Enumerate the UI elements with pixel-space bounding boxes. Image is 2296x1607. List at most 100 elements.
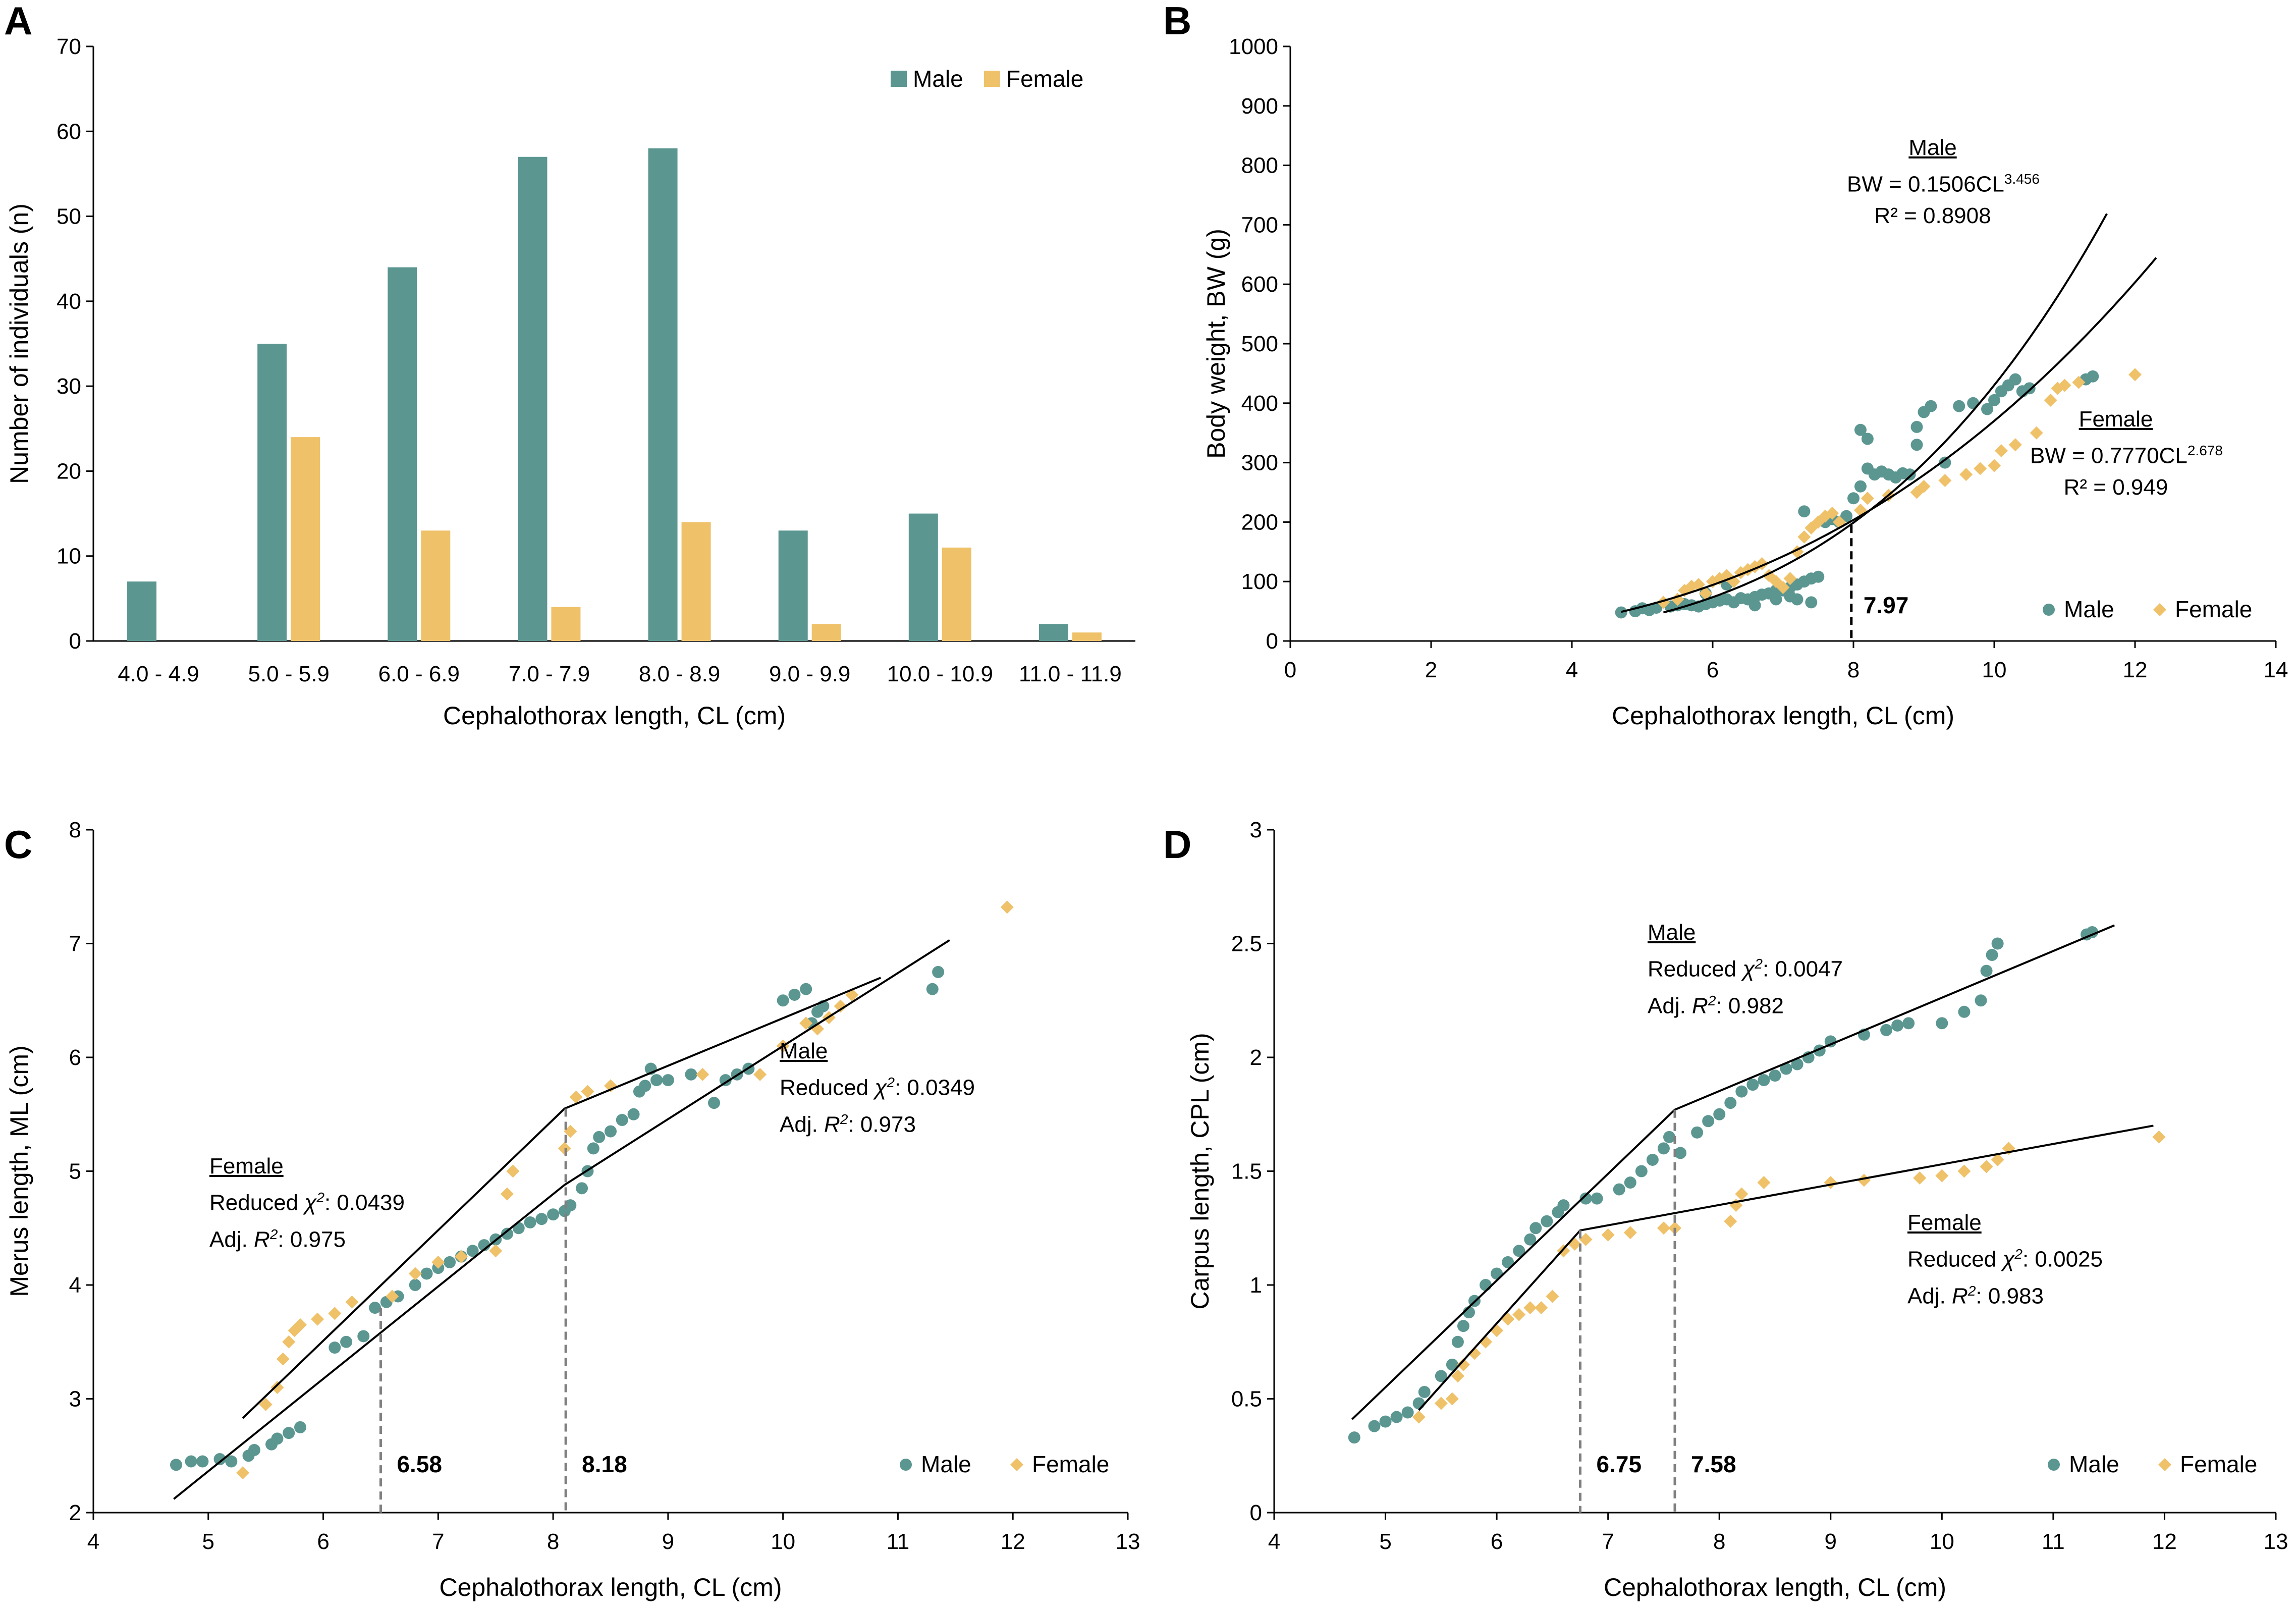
male-regression-title-d: Male [1648, 920, 1696, 945]
male-point [294, 1421, 306, 1433]
female-point [294, 1318, 307, 1331]
chart-c-legend-female-label: Female [1032, 1451, 1109, 1477]
chart-a-y-tick-label: 70 [57, 34, 81, 59]
male-regression-line [173, 939, 950, 1500]
male-point [593, 1131, 606, 1143]
female-point [1974, 462, 1987, 475]
female-point [1776, 580, 1790, 594]
female-point [569, 1090, 583, 1104]
male-point [650, 1074, 663, 1087]
female-point [564, 1124, 577, 1138]
chart-b-y-tick-label: 300 [1241, 451, 1278, 475]
female-point [454, 1250, 468, 1263]
female-chi-sup: 2 [316, 1190, 324, 1205]
male-fit-annotation: Male BW = 0.1506CL3.456 R² = 0.8908 [1847, 132, 2040, 232]
panel-label-a: A [4, 0, 33, 43]
chart-a-y-axis-title: Number of individuals (n) [5, 203, 33, 484]
female-regression-title-d: Female [1907, 1210, 1982, 1235]
chart-b-legend-male-marker [2043, 604, 2055, 616]
bar-male [257, 344, 287, 641]
chart-c-y-tick-label: 5 [69, 1159, 81, 1184]
male-fit-title: Male [1908, 135, 1957, 160]
male-point [1939, 456, 1951, 469]
female-point [1601, 1228, 1615, 1242]
male-point [196, 1455, 209, 1468]
male-point [1615, 606, 1627, 619]
chart-c-y-tick-label: 3 [69, 1387, 81, 1412]
chart-b-x-axis-title: Cephalothorax length, CL (cm) [1612, 702, 1954, 730]
male-point [1991, 937, 2004, 950]
chart-b-x-tick-label: 8 [1847, 658, 1860, 682]
male-point [627, 1108, 640, 1120]
chart-c-x-tick-label: 7 [432, 1529, 444, 1554]
male-point [926, 983, 939, 995]
female-point [1692, 578, 1706, 592]
female-point [1456, 1358, 1470, 1371]
chart-d-x-tick-label: 5 [1379, 1529, 1391, 1554]
female-point [1434, 1397, 1448, 1410]
male-point [1412, 1397, 1425, 1410]
female-r2-symbol: R [254, 1227, 270, 1252]
male-r2-symbol-d: R [1692, 993, 1708, 1019]
chart-c-legend-female-marker [1010, 1458, 1023, 1471]
scatter-chart-d: 0 0.5 1 1.5 2 2.5 3 Cephalothorax length, CL (c… [1186, 818, 2288, 1601]
male-regression-title: Male [780, 1039, 828, 1063]
chart-c-x-tick-label: 6 [317, 1529, 329, 1554]
chart-a-y-tick-label: 40 [57, 289, 81, 314]
male-fit-equation: BW = 0.1506CL [1847, 172, 2004, 197]
chart-b-x-tick-label: 12 [2123, 658, 2148, 682]
male-point [1348, 1431, 1360, 1444]
chart-c-x-axis-title: Cephalothorax length, CL (cm) [439, 1573, 782, 1601]
male-point [1401, 1406, 1414, 1419]
female-chi-prefix-d: Reduced [1907, 1247, 2003, 1272]
x-category-label: 8.0 - 8.9 [639, 662, 720, 686]
male-point [587, 1142, 599, 1155]
female-point [1490, 1324, 1504, 1337]
female-point [2072, 376, 2086, 389]
female-point [1501, 1312, 1515, 1326]
male-point [639, 1080, 651, 1092]
male-point [501, 1227, 513, 1240]
female-chi-symbol: χ [304, 1190, 317, 1215]
x-category-label: 4.0 - 4.9 [118, 662, 199, 686]
female-point [1935, 1169, 1949, 1183]
female-point [501, 1187, 514, 1201]
male-point [1390, 1411, 1403, 1423]
male-point [1451, 1335, 1464, 1348]
chart-b-y-tick-label: 100 [1241, 569, 1278, 594]
chart-b-y-axis-title: Body weight, BW (g) [1202, 229, 1230, 459]
chart-c-y-tick-label: 2 [69, 1501, 81, 1525]
male-point [1480, 1279, 1492, 1291]
male-point [1861, 433, 1874, 445]
chart-d-y-axis-title: Carpus length, CPL (cm) [1186, 1033, 1214, 1309]
female-point [259, 1398, 272, 1411]
female-point [1445, 1392, 1459, 1406]
male-point [1702, 1115, 1715, 1128]
female-point [1957, 1164, 1971, 1178]
chart-b-y-tick-label: 0 [1266, 629, 1278, 654]
female-point [345, 1295, 359, 1309]
chart-d-y-tick-label: 2 [1250, 1045, 1262, 1070]
female-point [1557, 1244, 1570, 1258]
male-point [1529, 1222, 1542, 1235]
male-point [1769, 1069, 1781, 1082]
male-point [1981, 403, 1994, 415]
chart-b-y-tick-label: 200 [1241, 510, 1278, 534]
breakpoint-label: 6.75 [1597, 1451, 1642, 1477]
female-point [581, 1085, 594, 1098]
panel-b: B 0 100 200 300 400 500 600 700 800 900 1000 Cephal… [1148, 0, 2296, 804]
chart-b-legend-female-label: Female [2175, 596, 2252, 622]
female-point [489, 1244, 503, 1258]
chart-c-x-tick-label: 10 [771, 1529, 795, 1554]
male-r2-prefix-d: Adj. [1648, 993, 1692, 1019]
scatter-chart-b: 01002003004005006007008009001000Cephalot… [1202, 34, 2288, 730]
chart-c-y-tick-label: 8 [69, 818, 81, 842]
male-point [1780, 1062, 1792, 1075]
male-point [1513, 1245, 1525, 1257]
male-point [225, 1455, 238, 1468]
panel-a: A 0 10 20 30 40 50 60 70 Cephalothorax length, C… [0, 0, 1148, 804]
legend-female-swatch [984, 71, 1000, 87]
male-chi-prefix-d: Reduced [1648, 956, 1743, 982]
bar-female [291, 437, 320, 641]
male-point [1880, 1024, 1893, 1036]
